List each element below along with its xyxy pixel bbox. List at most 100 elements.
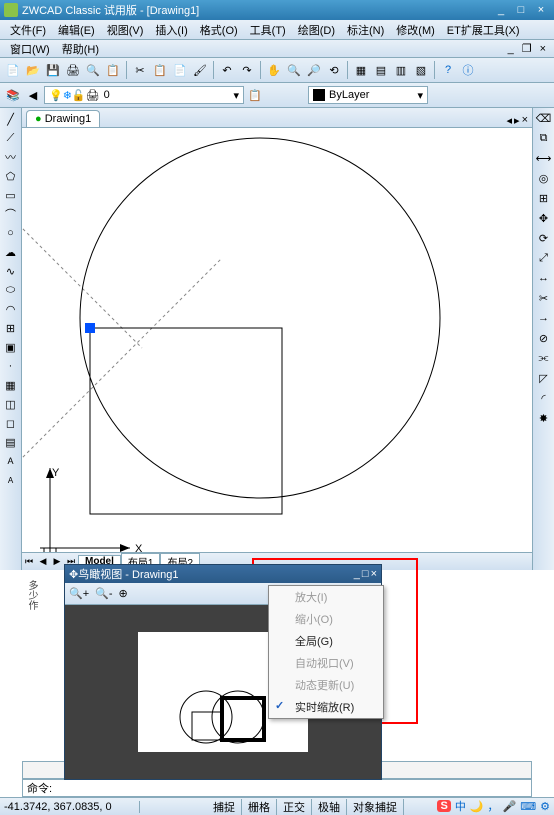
ime-gear-icon[interactable]: ⚙ [540, 800, 550, 813]
circle-icon[interactable]: ○ [2, 224, 20, 242]
revcloud-icon[interactable]: ☁ [2, 243, 20, 261]
gradient-icon[interactable]: ◫ [2, 395, 20, 413]
first-tab-icon[interactable]: ⏮ [22, 556, 36, 567]
text-icon[interactable]: A [2, 471, 20, 489]
birdview-titlebar[interactable]: ✥ 鸟瞰视图 - Drawing1 _ □ × [65, 565, 381, 583]
save-icon[interactable]: 💾 [44, 61, 62, 79]
bv-zoomin-icon[interactable]: 🔍+ [69, 587, 89, 600]
block-icon[interactable]: ▣ [2, 338, 20, 356]
xline-icon[interactable]: ⟋ [2, 129, 20, 147]
bv-zoomout-icon[interactable]: 🔍- [95, 587, 112, 600]
birdview-max-button[interactable]: □ [362, 568, 369, 580]
insert-icon[interactable]: ⊞ [2, 319, 20, 337]
ortho-toggle[interactable]: 正交 [277, 799, 312, 815]
menu-help[interactable]: 帮助(H) [56, 39, 105, 59]
menu-et[interactable]: ET扩展工具(X) [441, 20, 526, 40]
color-select[interactable]: ByLayer ▾ [308, 86, 428, 104]
trim-icon[interactable]: ✂ [536, 290, 552, 306]
region-icon[interactable]: ◻ [2, 414, 20, 432]
ime-punct-icon[interactable]: ， [488, 798, 499, 814]
rect-icon[interactable]: ▭ [2, 186, 20, 204]
mtext-icon[interactable]: A [2, 452, 20, 470]
stretch-icon[interactable]: ↔ [536, 270, 552, 286]
layer-state-icon[interactable]: 📋 [246, 86, 264, 104]
tab-next-icon[interactable]: ▸ [514, 114, 520, 127]
pan-icon[interactable]: ✋ [265, 61, 283, 79]
layer-select[interactable]: 💡❄🔓🖨 0 ▾ [44, 86, 244, 104]
maximize-button[interactable]: □ [512, 3, 530, 17]
pline-icon[interactable]: 〰 [2, 148, 20, 166]
match-icon[interactable]: 🖌 [191, 61, 209, 79]
chamfer-icon[interactable]: ◸ [536, 370, 552, 386]
calc-icon[interactable]: ▧ [412, 61, 430, 79]
layer-manager-icon[interactable]: 📚 [4, 86, 22, 104]
spline-icon[interactable]: ∿ [2, 262, 20, 280]
tab-prev-icon[interactable]: ◂ [507, 114, 513, 127]
point-icon[interactable]: · [2, 357, 20, 375]
bv-global-icon[interactable]: ⊕ [118, 587, 127, 600]
zoom-window-icon[interactable]: 🔎 [305, 61, 323, 79]
fillet-icon[interactable]: ◜ [536, 390, 552, 406]
copy2-icon[interactable]: ⧉ [536, 130, 552, 146]
menu-tools[interactable]: 工具(T) [244, 20, 292, 40]
polygon-icon[interactable]: ⬠ [2, 167, 20, 185]
explode-icon[interactable]: ✸ [536, 410, 552, 426]
prev-tab-icon[interactable]: ◀ [36, 556, 50, 567]
props-icon[interactable]: ▦ [352, 61, 370, 79]
erase-icon[interactable]: ⌫ [536, 110, 552, 126]
table-icon[interactable]: ▤ [2, 433, 20, 451]
ctx-dynupdate[interactable]: 动态更新(U) [269, 674, 383, 696]
arc-icon[interactable]: ⌒ [2, 205, 20, 223]
zoom-prev-icon[interactable]: ⟲ [325, 61, 343, 79]
ime-lang-icon[interactable]: 中 [455, 798, 466, 814]
close-button[interactable]: × [532, 3, 550, 17]
layer-prev-icon[interactable]: ◀ [24, 86, 42, 104]
redo-icon[interactable]: ↷ [238, 61, 256, 79]
open-icon[interactable]: 📂 [24, 61, 42, 79]
command-line[interactable]: 命令: [22, 779, 532, 797]
birdview-close-button[interactable]: × [371, 568, 377, 580]
ctx-realtime[interactable]: 实时缩放(R) [269, 696, 383, 718]
menu-insert[interactable]: 插入(I) [149, 20, 193, 40]
mirror-icon[interactable]: ⟷ [536, 150, 552, 166]
copy-icon[interactable]: 📋 [151, 61, 169, 79]
dcenter-icon[interactable]: ▤ [372, 61, 390, 79]
birdview-min-button[interactable]: _ [354, 568, 360, 580]
ime-s-icon[interactable]: S [437, 800, 450, 812]
join-icon[interactable]: ⫘ [536, 350, 552, 366]
menu-dim[interactable]: 标注(N) [341, 20, 390, 40]
ctx-zoomin[interactable]: 放大(I) [269, 586, 383, 608]
undo-icon[interactable]: ↶ [218, 61, 236, 79]
minimize-button[interactable]: _ [492, 3, 510, 17]
move-icon[interactable]: ✥ [536, 210, 552, 226]
toolpal-icon[interactable]: ▥ [392, 61, 410, 79]
doc-minimize-button[interactable]: _ [504, 43, 518, 55]
ime-kbd-icon[interactable]: ⌨ [520, 800, 536, 813]
ctx-zoomout[interactable]: 缩小(O) [269, 608, 383, 630]
line-icon[interactable]: ╱ [2, 110, 20, 128]
ime-mic-icon[interactable]: 🎤 [503, 800, 517, 813]
ellipsearc-icon[interactable]: ◠ [2, 300, 20, 318]
info-icon[interactable]: ⓘ [459, 61, 477, 79]
publish-icon[interactable]: 📋 [104, 61, 122, 79]
offset-icon[interactable]: ◎ [536, 170, 552, 186]
rotate-icon[interactable]: ⟳ [536, 230, 552, 246]
break-icon[interactable]: ⊘ [536, 330, 552, 346]
snap-toggle[interactable]: 捕捉 [207, 799, 242, 815]
doc-tab[interactable]: ● Drawing1 [26, 110, 100, 127]
zoom-realtime-icon[interactable]: 🔍 [285, 61, 303, 79]
cut-icon[interactable]: ✂ [131, 61, 149, 79]
paste-icon[interactable]: 📄 [171, 61, 189, 79]
menu-file[interactable]: 文件(F) [4, 20, 52, 40]
ime-moon-icon[interactable]: 🌙 [470, 800, 484, 813]
grid-toggle[interactable]: 栅格 [242, 799, 277, 815]
ellipse-icon[interactable]: ⬭ [2, 281, 20, 299]
preview-icon[interactable]: 🔍 [84, 61, 102, 79]
extend-icon[interactable]: → [536, 310, 552, 326]
tab-close-icon[interactable]: × [522, 114, 528, 127]
menu-modify[interactable]: 修改(M) [390, 20, 441, 40]
menu-edit[interactable]: 编辑(E) [52, 20, 101, 40]
next-tab-icon[interactable]: ▶ [50, 556, 64, 567]
help-icon[interactable]: ? [439, 61, 457, 79]
menu-format[interactable]: 格式(O) [194, 20, 244, 40]
